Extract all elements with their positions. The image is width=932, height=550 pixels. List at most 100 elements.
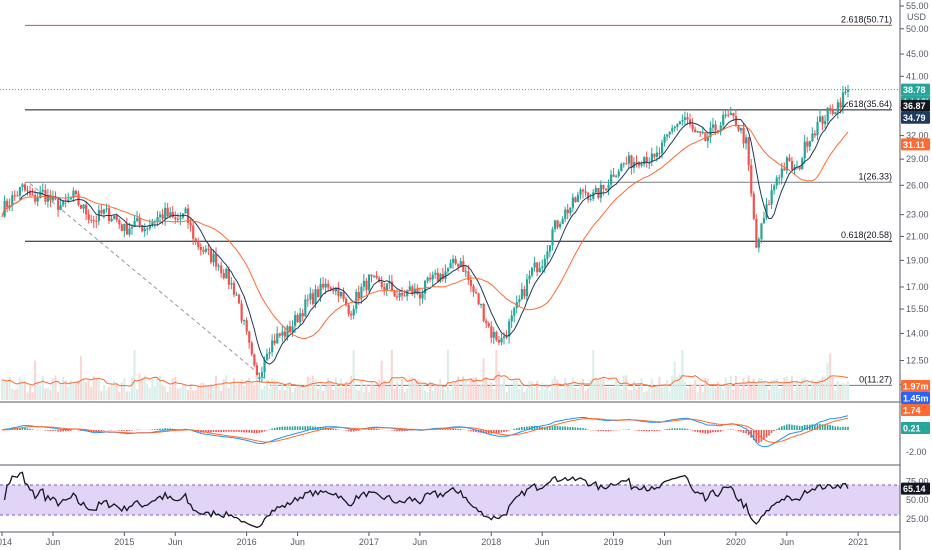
volume-bar bbox=[146, 383, 149, 400]
candle-body bbox=[67, 199, 70, 202]
volume-bar bbox=[469, 379, 472, 400]
volume-bar bbox=[217, 385, 220, 400]
volume-bar bbox=[276, 380, 279, 400]
candle-body bbox=[610, 174, 613, 185]
candle-body bbox=[373, 275, 376, 277]
volume-bar bbox=[322, 390, 325, 400]
volume-bar bbox=[296, 386, 299, 400]
candle-body bbox=[457, 263, 460, 267]
volume-bar bbox=[268, 388, 271, 400]
price-axis-tick-label: 23.00 bbox=[906, 210, 929, 220]
volume-bar bbox=[755, 386, 758, 400]
macd-histogram-bar bbox=[296, 426, 299, 430]
volume-bar bbox=[783, 377, 786, 400]
price-axis[interactable]: 11.3012.5014.0015.5017.0019.0021.0023.00… bbox=[900, 1, 932, 524]
volume-bar bbox=[54, 375, 57, 400]
macd-histogram-bar bbox=[253, 430, 256, 434]
price-panel[interactable]: USD 2.618(50.71) 1.618(35.64) 1(26.33) 0.61… bbox=[0, 12, 927, 386]
candle-body bbox=[100, 210, 103, 214]
macd-histogram-bar bbox=[681, 428, 684, 430]
macd-histogram-bar bbox=[306, 426, 309, 430]
candle-body bbox=[54, 196, 57, 200]
volume-bar bbox=[627, 389, 630, 400]
volume-bar bbox=[607, 386, 610, 400]
macd-histogram-bar bbox=[640, 430, 643, 432]
candle-body bbox=[34, 195, 37, 202]
candle-body bbox=[444, 271, 447, 279]
volume-bar bbox=[299, 383, 302, 400]
volume-bar bbox=[194, 389, 197, 400]
macd-histogram-bar bbox=[449, 428, 452, 430]
volume-bar bbox=[311, 375, 314, 400]
volume-bar bbox=[179, 387, 182, 400]
volume-bar bbox=[643, 392, 646, 400]
volume-bar bbox=[164, 386, 167, 400]
candle-body bbox=[439, 273, 442, 282]
macd-histogram-bar bbox=[169, 428, 171, 430]
volume-bar bbox=[658, 376, 661, 400]
candle-body bbox=[599, 184, 603, 198]
macd-histogram-bar bbox=[59, 430, 62, 432]
candle-body bbox=[243, 320, 246, 322]
macd-histogram-bar bbox=[256, 430, 258, 434]
candle-body bbox=[747, 137, 750, 166]
macd-histogram-bar bbox=[719, 430, 722, 432]
candle-body bbox=[169, 212, 172, 217]
volume-panel[interactable] bbox=[1, 350, 849, 400]
candle-body bbox=[839, 102, 842, 108]
candle-body bbox=[655, 152, 659, 157]
volume-bar bbox=[46, 387, 49, 400]
macd-panel[interactable] bbox=[1, 415, 849, 448]
macd-histogram-bar bbox=[806, 424, 809, 430]
volume-bar bbox=[87, 380, 90, 400]
volume-bar bbox=[513, 380, 516, 400]
volume-bar bbox=[355, 389, 358, 400]
volume-bar bbox=[357, 390, 360, 400]
macd-histogram-bar bbox=[250, 430, 253, 433]
candle-body bbox=[128, 228, 131, 235]
volume-bar bbox=[334, 377, 337, 400]
volume-bar bbox=[16, 388, 19, 400]
time-axis-tick-label: 2015 bbox=[114, 537, 134, 547]
macd-histogram-bar bbox=[350, 430, 352, 432]
volume-bar bbox=[429, 381, 432, 400]
candle-body bbox=[765, 204, 768, 219]
volume-bar bbox=[222, 379, 225, 400]
volume-bar bbox=[263, 385, 266, 400]
candle-body bbox=[589, 198, 592, 200]
rsi-panel[interactable] bbox=[0, 471, 900, 529]
macd-histogram-bar bbox=[103, 430, 105, 431]
candle-body bbox=[332, 289, 335, 292]
volume-bar bbox=[602, 377, 605, 400]
candle-body bbox=[393, 291, 396, 297]
candle-body bbox=[673, 126, 676, 129]
volume-bar bbox=[362, 392, 365, 400]
volume-bar bbox=[434, 384, 437, 400]
volume-bar bbox=[3, 381, 6, 400]
macd-histogram-bar bbox=[205, 430, 207, 433]
volume-bar bbox=[352, 350, 355, 400]
candle-body bbox=[681, 119, 684, 122]
volume-bar bbox=[683, 381, 686, 400]
volume-bar bbox=[416, 379, 419, 400]
volume-ma-badge: 1.45m bbox=[903, 394, 929, 404]
macd-histogram-bar bbox=[70, 430, 72, 431]
macd-histogram-bar bbox=[508, 430, 510, 431]
candle-body bbox=[291, 326, 294, 332]
macd-histogram-bar bbox=[309, 426, 312, 430]
candle-body bbox=[222, 273, 225, 279]
time-axis[interactable]: 2014 Jun 2015 Jun 2016 Jun 2017 Jun 2018 Jun 2019 J… bbox=[0, 532, 868, 547]
volume-bar bbox=[538, 390, 541, 400]
candle-body bbox=[587, 192, 590, 200]
volume-bar bbox=[543, 389, 546, 400]
volume-bar bbox=[426, 392, 429, 400]
macd-histogram-bar bbox=[791, 424, 793, 430]
volume-bar bbox=[778, 388, 781, 400]
volume-bar bbox=[271, 378, 274, 400]
macd-histogram-bar bbox=[551, 426, 554, 430]
volume-bar bbox=[655, 384, 658, 400]
candle-body bbox=[449, 262, 452, 269]
macd-histogram-bar bbox=[803, 424, 806, 430]
volume-bar bbox=[380, 360, 383, 400]
